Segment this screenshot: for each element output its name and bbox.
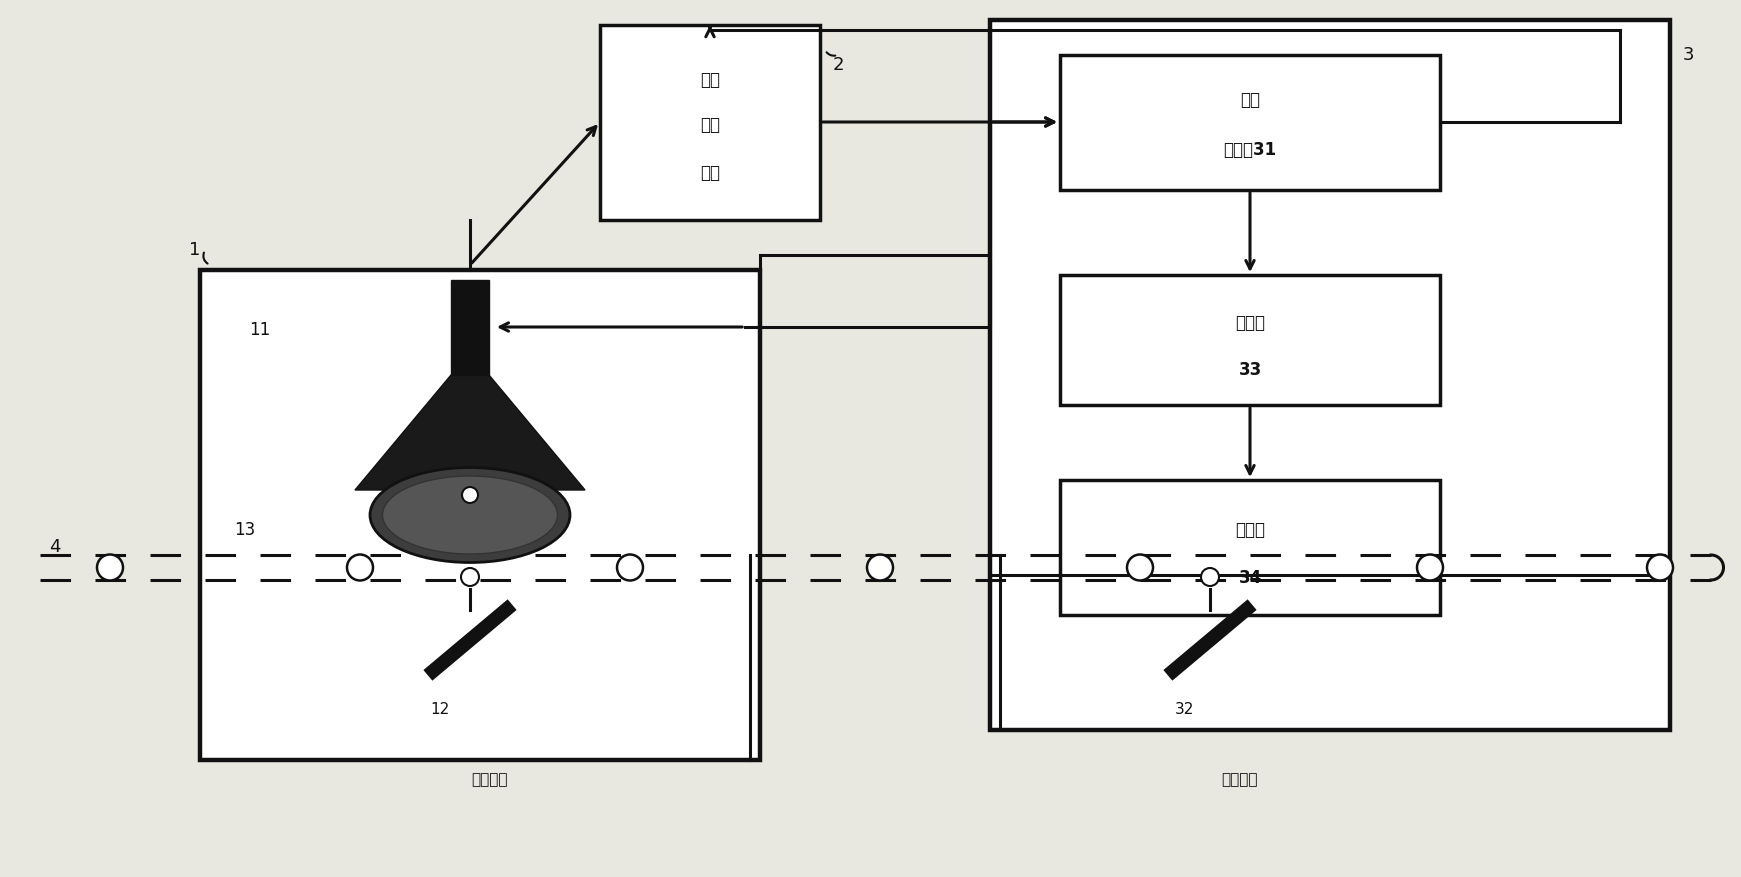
Text: 34: 34 bbox=[1238, 569, 1262, 587]
Bar bbox=[991, 20, 1670, 730]
Circle shape bbox=[1647, 554, 1673, 581]
Text: 发送脉冲: 发送脉冲 bbox=[472, 773, 508, 788]
Bar bbox=[1060, 55, 1440, 190]
Text: 电路板31: 电路板31 bbox=[1224, 141, 1276, 159]
Circle shape bbox=[461, 487, 479, 503]
Text: 33: 33 bbox=[1238, 361, 1262, 379]
Circle shape bbox=[616, 554, 642, 581]
Circle shape bbox=[867, 554, 893, 581]
Circle shape bbox=[1126, 554, 1153, 581]
Text: 11: 11 bbox=[249, 321, 270, 339]
Circle shape bbox=[97, 554, 124, 581]
Bar bbox=[200, 270, 761, 760]
Ellipse shape bbox=[383, 476, 557, 554]
Text: 13: 13 bbox=[235, 521, 256, 539]
Polygon shape bbox=[355, 375, 585, 490]
Text: 32: 32 bbox=[1175, 702, 1194, 717]
Text: 2: 2 bbox=[832, 56, 844, 74]
Circle shape bbox=[1417, 554, 1443, 581]
Text: 电磁阀: 电磁阀 bbox=[1234, 314, 1266, 332]
Text: 1: 1 bbox=[190, 241, 200, 259]
Text: 处理: 处理 bbox=[700, 116, 721, 134]
Text: 4: 4 bbox=[49, 538, 61, 556]
Circle shape bbox=[1201, 568, 1219, 586]
Bar bbox=[1060, 275, 1440, 405]
Text: 控制: 控制 bbox=[1240, 91, 1260, 109]
Bar bbox=[601, 25, 820, 220]
Bar bbox=[1060, 480, 1440, 615]
Bar bbox=[451, 280, 489, 375]
Text: 3: 3 bbox=[1682, 46, 1694, 64]
Text: 图像: 图像 bbox=[700, 71, 721, 89]
Ellipse shape bbox=[371, 467, 569, 562]
Text: 发送脉冲: 发送脉冲 bbox=[1222, 773, 1259, 788]
Circle shape bbox=[461, 568, 479, 586]
Text: 12: 12 bbox=[430, 702, 449, 717]
Text: 喷气管: 喷气管 bbox=[1234, 521, 1266, 539]
Circle shape bbox=[346, 554, 373, 581]
Text: 装置: 装置 bbox=[700, 164, 721, 182]
